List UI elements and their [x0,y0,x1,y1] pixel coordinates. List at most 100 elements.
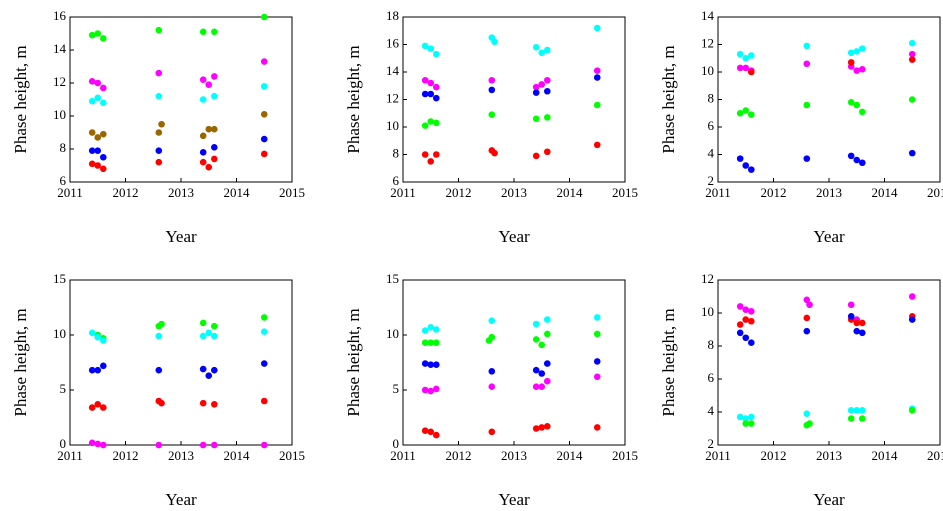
point [88,366,96,374]
point [100,404,107,411]
point [538,370,546,377]
y-tick-label: 6 [708,118,715,133]
point [847,407,855,414]
y-tick-label: 16 [386,35,400,50]
point [211,155,218,163]
point [211,125,218,133]
point [199,132,207,140]
point [593,141,601,149]
point [859,407,866,414]
y-tick-label: 4 [708,145,715,160]
point [908,50,916,58]
point [736,321,744,328]
point [211,441,218,449]
point [199,28,207,36]
point [488,428,496,436]
point [853,67,861,74]
y-tick-label: 2 [708,436,715,451]
x-axis-label: Year [498,227,530,246]
point [803,42,811,50]
x-tick-label: 2014 [557,185,584,200]
point [94,147,102,154]
point [421,122,429,129]
point [433,94,440,102]
point [532,320,540,328]
x-tick-label: 2013 [168,448,194,463]
point [736,109,744,117]
point [544,360,551,367]
x-tick-label: 2014 [224,185,251,200]
x-tick-label: 2012 [446,448,472,463]
y-tick-label: 6 [393,173,400,188]
plot-frame [717,16,941,183]
point [433,83,440,91]
point [433,385,440,393]
point [742,306,750,314]
point [748,413,755,421]
point [433,339,440,347]
point [94,94,102,102]
point [199,96,207,103]
y-tick-label: 8 [708,337,715,352]
point [433,151,440,158]
point [433,119,440,127]
point [421,42,429,50]
point [544,423,551,430]
point [94,162,102,169]
x-tick-label: 2011 [390,185,416,200]
point [491,149,498,157]
point [100,153,107,161]
x-tick-label: 2013 [168,185,194,200]
point [211,92,218,100]
point [847,49,855,57]
point [488,86,496,94]
point [736,64,744,72]
point [544,330,551,338]
point [853,48,861,55]
point [859,329,866,337]
point [538,49,546,57]
point [100,84,107,92]
point [532,115,540,123]
point [421,90,429,98]
x-tick-label: 2011 [390,448,416,463]
y-tick-label: 5 [60,381,67,396]
point [532,366,540,374]
point [488,368,496,375]
point [593,24,601,32]
point [593,67,601,74]
x-tick-label: 2013 [816,448,842,463]
point [742,54,750,62]
x-tick-label: 2015 [927,448,943,463]
point [847,301,855,309]
y-tick-label: 12 [386,90,399,105]
x-tick-label: 2015 [612,185,638,200]
x-tick-label: 2014 [872,185,899,200]
point [532,83,540,91]
point [859,65,866,73]
point [421,151,429,158]
point [593,424,601,431]
point [155,26,163,34]
point [908,96,916,103]
point [544,114,551,121]
point [260,111,268,118]
point [847,415,855,422]
x-tick-label: 2011 [57,185,83,200]
point [859,319,866,327]
point [742,316,750,323]
point [199,399,207,407]
y-tick-label: 10 [701,304,714,319]
point [88,439,96,447]
point [94,401,102,408]
point [736,303,744,310]
y-axis-label: Phase height, m [11,308,30,416]
point [859,108,866,116]
point [199,365,207,373]
point [205,163,213,171]
point [158,399,165,407]
point [742,415,750,422]
x-tick-label: 2015 [612,448,638,463]
y-tick-label: 10 [53,107,66,122]
point [803,296,811,304]
